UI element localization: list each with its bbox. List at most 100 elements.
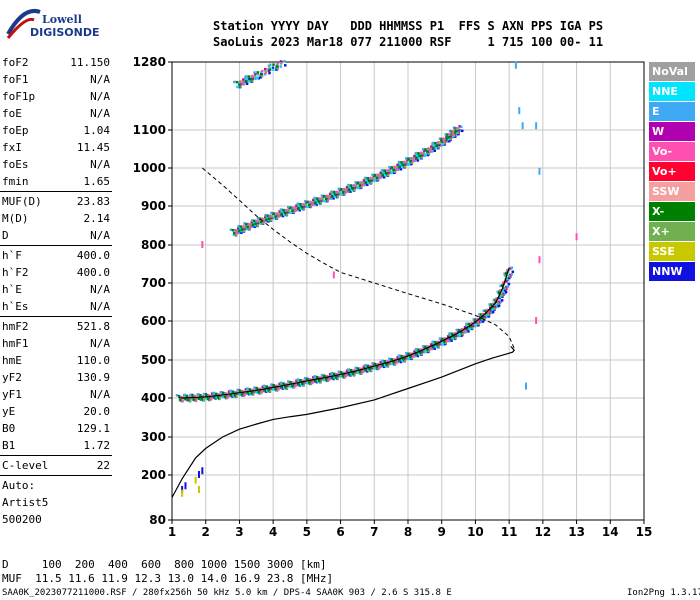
echo-point xyxy=(412,157,416,160)
echo-point xyxy=(260,220,263,224)
echo-point xyxy=(251,79,254,83)
echo-point xyxy=(380,176,383,179)
echo-point xyxy=(314,198,318,202)
param-row: fxI 11.45 xyxy=(0,139,112,156)
param-label: foF2 xyxy=(2,56,29,69)
echo-point xyxy=(391,362,394,366)
echo-point xyxy=(434,345,438,349)
echo-point xyxy=(264,67,267,71)
echo-point xyxy=(503,272,506,276)
echo-point xyxy=(450,332,454,336)
echo-point xyxy=(472,318,475,321)
x-tick-label: 3 xyxy=(235,525,243,539)
echo-point xyxy=(302,203,305,206)
echo-point xyxy=(175,394,179,397)
x-tick-label: 15 xyxy=(636,525,653,539)
x-tick-label: 5 xyxy=(303,525,311,539)
echo-point xyxy=(241,80,245,84)
echo-point xyxy=(327,197,331,201)
echo-point xyxy=(258,217,262,220)
echo-point xyxy=(281,214,285,218)
echo-point xyxy=(415,156,418,160)
echo-point xyxy=(267,220,270,223)
echo-point xyxy=(503,292,507,295)
echo-point xyxy=(251,225,254,228)
echo-point xyxy=(276,62,280,65)
echo-point xyxy=(299,379,302,382)
echo-point xyxy=(223,395,227,398)
echo-point xyxy=(202,399,205,402)
echo-point xyxy=(336,195,339,198)
echo-point xyxy=(238,229,241,232)
echo-point xyxy=(244,225,247,229)
echo-point xyxy=(476,320,480,323)
echo-point xyxy=(241,82,244,86)
echo-point xyxy=(393,165,396,169)
echo-point xyxy=(436,141,440,144)
echo-point xyxy=(427,349,431,353)
x-tick-label: 1 xyxy=(168,525,176,539)
echo-point xyxy=(474,318,477,321)
param-value: N/A xyxy=(90,73,110,86)
echo-point xyxy=(294,206,298,210)
param-label: hmE xyxy=(2,354,22,367)
echo-point xyxy=(313,375,317,378)
echo-point xyxy=(249,77,253,81)
echo-point xyxy=(368,367,371,371)
echo-point xyxy=(341,374,345,377)
y-tick-label: 1100 xyxy=(133,123,166,137)
echo-point xyxy=(420,348,423,351)
echo-point xyxy=(438,137,442,140)
x-tick-label: 7 xyxy=(370,525,378,539)
echo-point xyxy=(287,209,291,212)
param-value: 20.0 xyxy=(83,405,111,418)
param-row: D N/A xyxy=(0,227,112,244)
echo-point xyxy=(247,222,251,226)
echo-point xyxy=(467,330,470,333)
param-row: fmin 1.65 xyxy=(0,173,112,190)
echo-point xyxy=(281,210,284,213)
echo-point xyxy=(473,319,477,323)
y-tick-label: 700 xyxy=(141,276,166,290)
echo-point xyxy=(240,231,243,234)
echo-point xyxy=(229,228,233,232)
echo-point xyxy=(233,394,237,397)
echo-point xyxy=(344,190,348,194)
echo-point xyxy=(313,196,317,200)
echo-point xyxy=(291,209,294,212)
echo-point xyxy=(470,321,474,325)
echo-point xyxy=(432,345,435,348)
echo-point xyxy=(456,131,460,135)
echo-point xyxy=(506,277,509,281)
echo-point xyxy=(309,200,312,204)
echo-point xyxy=(246,225,250,229)
echo-point xyxy=(419,154,422,158)
echo-point xyxy=(498,295,501,299)
echo-point xyxy=(263,388,267,392)
param-value: N/A xyxy=(90,158,110,171)
echo-point xyxy=(318,376,322,379)
echo-point xyxy=(448,129,452,133)
echo-point xyxy=(275,216,279,220)
distance-row: D 100 200 400 600 800 1000 1500 3000 [km… xyxy=(2,558,327,571)
echo-point xyxy=(382,175,386,179)
echo-point xyxy=(334,193,338,197)
echo-point xyxy=(272,63,275,66)
echo-point xyxy=(325,375,329,378)
echo-point xyxy=(446,335,450,338)
echo-point xyxy=(292,210,296,214)
echo-point xyxy=(261,221,265,225)
echo-point xyxy=(504,278,508,281)
echo-point xyxy=(395,361,398,364)
echo-point xyxy=(264,69,267,73)
echo-point xyxy=(499,289,502,292)
echo-point xyxy=(260,75,264,78)
echo-point xyxy=(426,348,429,351)
echo-point xyxy=(370,179,374,182)
echo-point xyxy=(265,218,268,221)
x-tick-label: 2 xyxy=(202,525,210,539)
echo-point xyxy=(396,168,400,171)
echo-point xyxy=(285,382,288,386)
echo-point xyxy=(303,200,307,203)
echo-point xyxy=(369,364,372,368)
